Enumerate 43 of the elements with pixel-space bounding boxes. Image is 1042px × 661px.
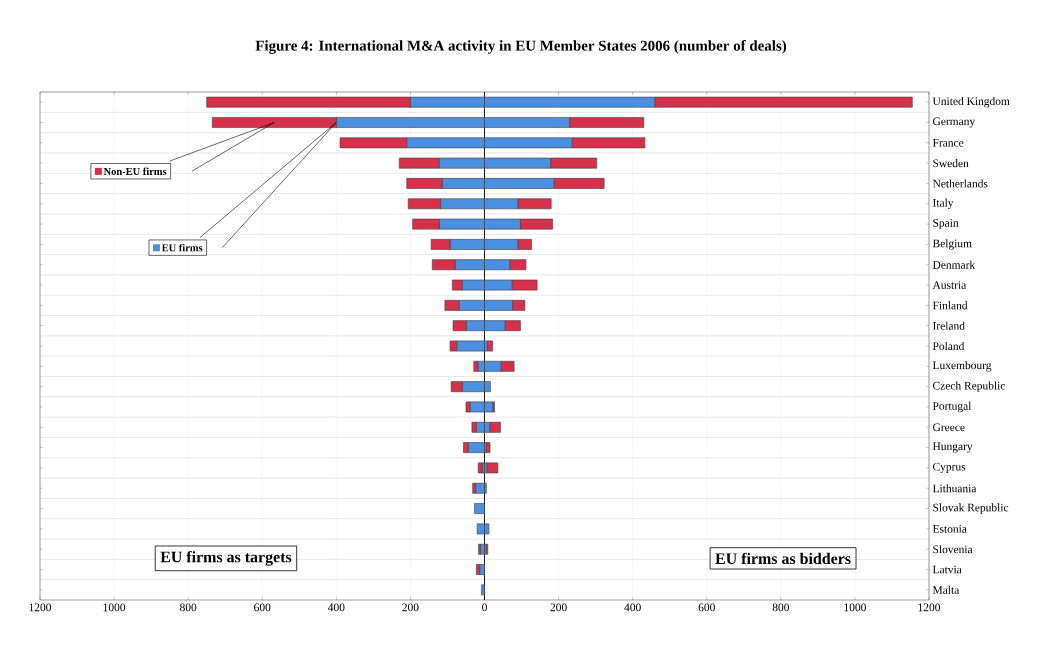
- y-tick-label: Poland: [932, 341, 965, 351]
- x-tick-label: 800: [772, 603, 789, 612]
- x-tick-label: 200: [402, 603, 419, 612]
- legend-label: EU firms: [161, 243, 203, 252]
- x-tick-label: 1200: [29, 603, 52, 612]
- y-tick-label: Cyprus: [933, 462, 966, 473]
- y-tick-label: Greece: [933, 423, 965, 432]
- x-tick-label: 400: [624, 603, 641, 612]
- y-tick-label: Sweden: [933, 159, 969, 168]
- y-tick-label: Portugal: [932, 401, 972, 413]
- x-tick-label: 1000: [103, 603, 126, 612]
- x-tick-label: 1000: [844, 603, 866, 612]
- y-tick-label: Lithuania: [932, 484, 977, 493]
- y-tick-label: Ireland: [932, 321, 965, 330]
- chart-title: Figure 4: International M&A activity in EU Member States 2006 (number of deals): [255, 40, 787, 54]
- y-tick-label: Spain: [933, 219, 959, 230]
- legend-label: Non-EU firms: [103, 167, 167, 175]
- x-tick-label: 0: [482, 603, 487, 612]
- y-tick-label: Finland: [932, 301, 968, 310]
- y-tick-label: Italy: [932, 198, 954, 209]
- x-tick-label: 1200: [918, 603, 941, 612]
- y-tick-label: Malta: [932, 585, 960, 594]
- y-tick-label: Czech Republic: [933, 381, 1006, 392]
- y-tick-label: Netherlands: [932, 179, 988, 188]
- x-tick-label: 200: [550, 603, 567, 612]
- annotation: EU firms as bidders: [715, 552, 851, 565]
- y-tick-label: France: [932, 139, 964, 147]
- x-tick-label: 600: [254, 603, 271, 612]
- y-tick-label: Latvia: [932, 565, 962, 574]
- x-tick-label: 600: [698, 603, 715, 612]
- y-tick-label: Denmark: [932, 260, 976, 269]
- y-tick-label: Luxembourg: [932, 361, 992, 372]
- y-tick-label: Germany: [933, 117, 976, 128]
- y-tick-label: Slovenia: [933, 545, 973, 554]
- y-tick-label: Austria: [932, 281, 967, 289]
- y-tick-label: Belgium: [932, 239, 972, 250]
- x-tick-label: 800: [180, 603, 197, 612]
- y-tick-label: United Kingdom: [932, 96, 1010, 108]
- y-tick-label: Estonia: [932, 525, 967, 533]
- x-tick-label: 400: [327, 603, 345, 612]
- annotation: EU firms as targets: [160, 550, 292, 566]
- y-tick-label: Hungary: [932, 442, 973, 453]
- y-tick-label: Slovak Republic: [933, 503, 1009, 514]
